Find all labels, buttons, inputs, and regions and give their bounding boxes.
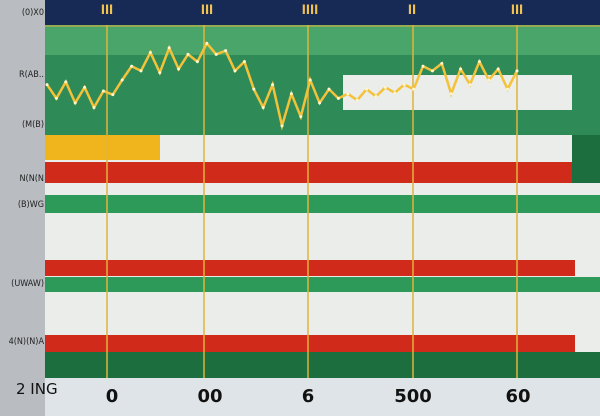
x-tick-label: 00: [197, 386, 223, 407]
y-tick-label: (M(B): [21, 120, 44, 130]
data-point: [402, 83, 406, 87]
band-edge: [572, 135, 600, 183]
data-point: [496, 67, 500, 71]
data-point: [468, 83, 472, 87]
data-point: [224, 49, 228, 53]
data-point: [45, 83, 49, 87]
data-point: [242, 60, 246, 64]
data-point: [459, 67, 463, 71]
data-point: [477, 60, 481, 64]
data-point: [393, 91, 397, 95]
data-point: [92, 106, 96, 109]
data-point: [177, 67, 181, 71]
data-point: [252, 87, 256, 91]
data-point: [487, 78, 491, 82]
band-dark-green: [45, 352, 600, 378]
x-tick-label: 6: [301, 386, 315, 407]
data-point: [73, 101, 77, 105]
data-point: [186, 52, 190, 56]
band-red: [45, 260, 575, 276]
data-point: [205, 41, 209, 45]
corner-label: 2 ING: [16, 380, 58, 398]
data-point: [289, 92, 293, 96]
band-green: [45, 277, 600, 292]
band-green: [45, 195, 600, 213]
band-green-light: [45, 25, 600, 55]
data-point: [280, 124, 284, 128]
data-point: [374, 95, 378, 98]
data-point: [327, 87, 331, 91]
data-point: [101, 89, 105, 93]
y-tick-label: R(AB..: [18, 70, 44, 80]
y-axis-panel: [0, 0, 45, 416]
data-point: [167, 46, 171, 50]
data-point: [111, 93, 115, 97]
top-label: ll: [407, 3, 417, 17]
data-point: [64, 80, 68, 84]
data-point: [346, 92, 350, 96]
data-point: [214, 52, 218, 56]
data-point: [336, 96, 340, 100]
data-point: [421, 64, 425, 68]
data-point: [299, 115, 303, 119]
y-tick-label: N(N(N: [19, 174, 45, 184]
data-point: [271, 83, 275, 87]
data-point: [318, 101, 322, 105]
band-yellow: [45, 135, 160, 160]
data-point: [383, 85, 387, 89]
data-point: [261, 106, 265, 109]
data-point: [365, 87, 369, 91]
x-tick-label: 500: [394, 386, 432, 407]
data-point: [139, 69, 143, 73]
data-point: [412, 87, 416, 91]
y-tick-label: (UWAW): [11, 279, 44, 289]
data-point: [449, 92, 453, 96]
data-point: [148, 51, 152, 54]
band-red: [45, 335, 575, 352]
data-point: [355, 98, 359, 102]
header-band: [45, 0, 600, 25]
data-point: [430, 69, 434, 73]
top-label: lll: [100, 3, 114, 17]
data-point: [308, 78, 312, 82]
y-tick-label: 4(N)(N)A: [8, 337, 44, 347]
data-point: [120, 78, 124, 82]
y-tick-label: (B)WG: [17, 200, 44, 210]
data-point: [158, 71, 162, 75]
x-tick-label: 60: [505, 386, 531, 407]
data-point: [54, 96, 58, 100]
data-point: [195, 60, 199, 64]
data-point: [506, 87, 510, 91]
top-label: lll: [200, 3, 214, 17]
data-point: [440, 62, 444, 65]
y-tick-label: (0)X0: [21, 8, 44, 18]
data-point: [515, 69, 519, 73]
data-point: [83, 85, 87, 89]
data-point: [233, 69, 237, 73]
x-axis-area: [45, 378, 600, 416]
top-label: llll: [301, 3, 319, 17]
x-tick-label: 0: [105, 386, 119, 407]
top-label: lll: [510, 3, 524, 17]
data-point: [130, 64, 134, 68]
